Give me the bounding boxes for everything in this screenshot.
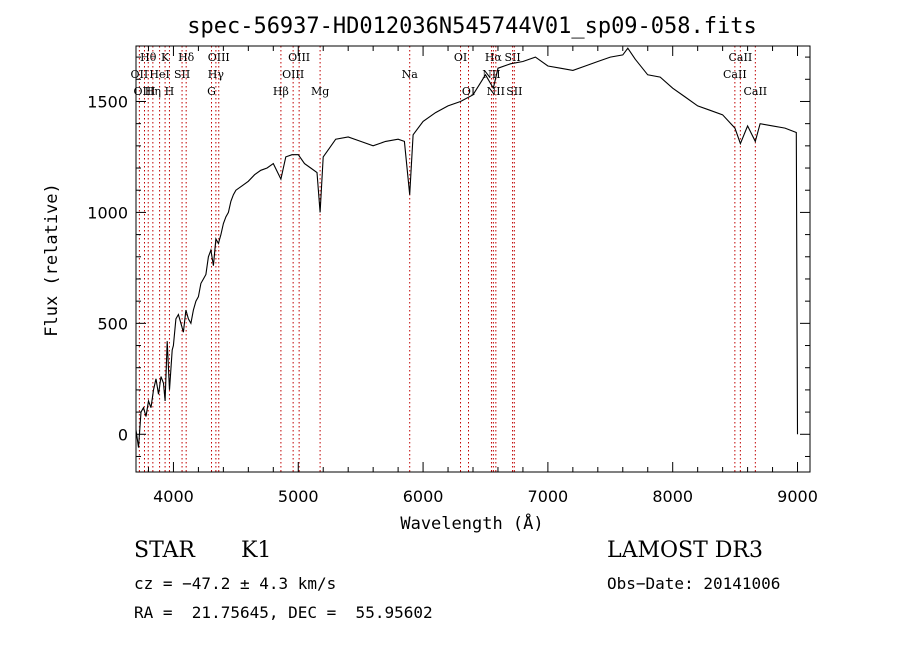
line-label-23: SII <box>506 85 522 98</box>
x-tick-label-6000: 6000 <box>403 487 444 506</box>
y-tick-label-1000: 1000 <box>87 203 128 222</box>
spectrum-series <box>135 47 799 448</box>
x-tick-label-4000: 4000 <box>153 487 194 506</box>
x-tick-label-7000: 7000 <box>528 487 569 506</box>
line-label-15: Mg <box>311 85 329 98</box>
line-label-0: Hθ <box>140 51 157 64</box>
x-tick-label-9000: 9000 <box>777 487 818 506</box>
line-label-24: CaII <box>729 51 753 64</box>
y-axis-label: Flux (relative) <box>42 183 62 337</box>
line-label-14: Hβ <box>273 85 289 98</box>
observation-date: Obs−Date: 20141006 <box>607 574 781 593</box>
line-label-1: OII <box>131 68 149 81</box>
line-label-3: K <box>161 51 170 64</box>
line-label-5: Hη <box>145 85 161 98</box>
line-label-11: G <box>207 85 216 98</box>
line-label-4: HeI <box>149 68 169 81</box>
coordinates: RA = 21.75645, DEC = 55.95602 <box>134 603 433 622</box>
line-label-2: OIII <box>133 85 155 98</box>
line-label-19: Hα <box>485 51 503 64</box>
y-tick-label-1500: 1500 <box>87 92 128 111</box>
line-label-8: H <box>165 85 175 98</box>
line-label-16: Na <box>402 68 419 81</box>
x-axis: 4000 5000 6000 7000 8000 9000 <box>147 46 818 506</box>
redshift-velocity: cz = −47.2 ± 4.3 km/s <box>134 574 337 593</box>
line-label-25: CaII <box>723 68 747 81</box>
y-axis: 0 500 1000 1500 <box>87 56 810 457</box>
line-label-7: SII <box>174 68 190 81</box>
survey-name: LAMOST DR3 <box>607 538 763 563</box>
y-tick-label-0: 0 <box>118 425 128 444</box>
line-label-17: OI <box>454 51 467 64</box>
line-label-13: OIII <box>282 68 304 81</box>
x-tick-label-8000: 8000 <box>652 487 693 506</box>
chart-title: spec-56937-HD012036N545744V01_sp09-058.f… <box>187 14 757 39</box>
line-label-18: OI <box>462 85 475 98</box>
line-label-10: Hγ <box>208 68 225 81</box>
y-tick-label-500: 500 <box>97 314 128 333</box>
object-class: STAR <box>134 538 195 563</box>
line-label-20: SII <box>504 51 520 64</box>
line-label-12: OIII <box>288 51 310 64</box>
x-tick-label-5000: 5000 <box>278 487 319 506</box>
line-label-9: OIII <box>208 51 230 64</box>
line-label-22: NII <box>487 85 505 98</box>
line-label-6: Hδ <box>178 51 195 64</box>
line-label-26: CaII <box>743 85 767 98</box>
x-axis-label: Wavelength (Å) <box>400 512 543 534</box>
object-subclass: K1 <box>241 538 272 563</box>
spectral-lines: Hθ OII OIII K HeI Hη Hδ SII H OIII Hγ G OIII OIII Hβ Mg… <box>131 46 767 472</box>
